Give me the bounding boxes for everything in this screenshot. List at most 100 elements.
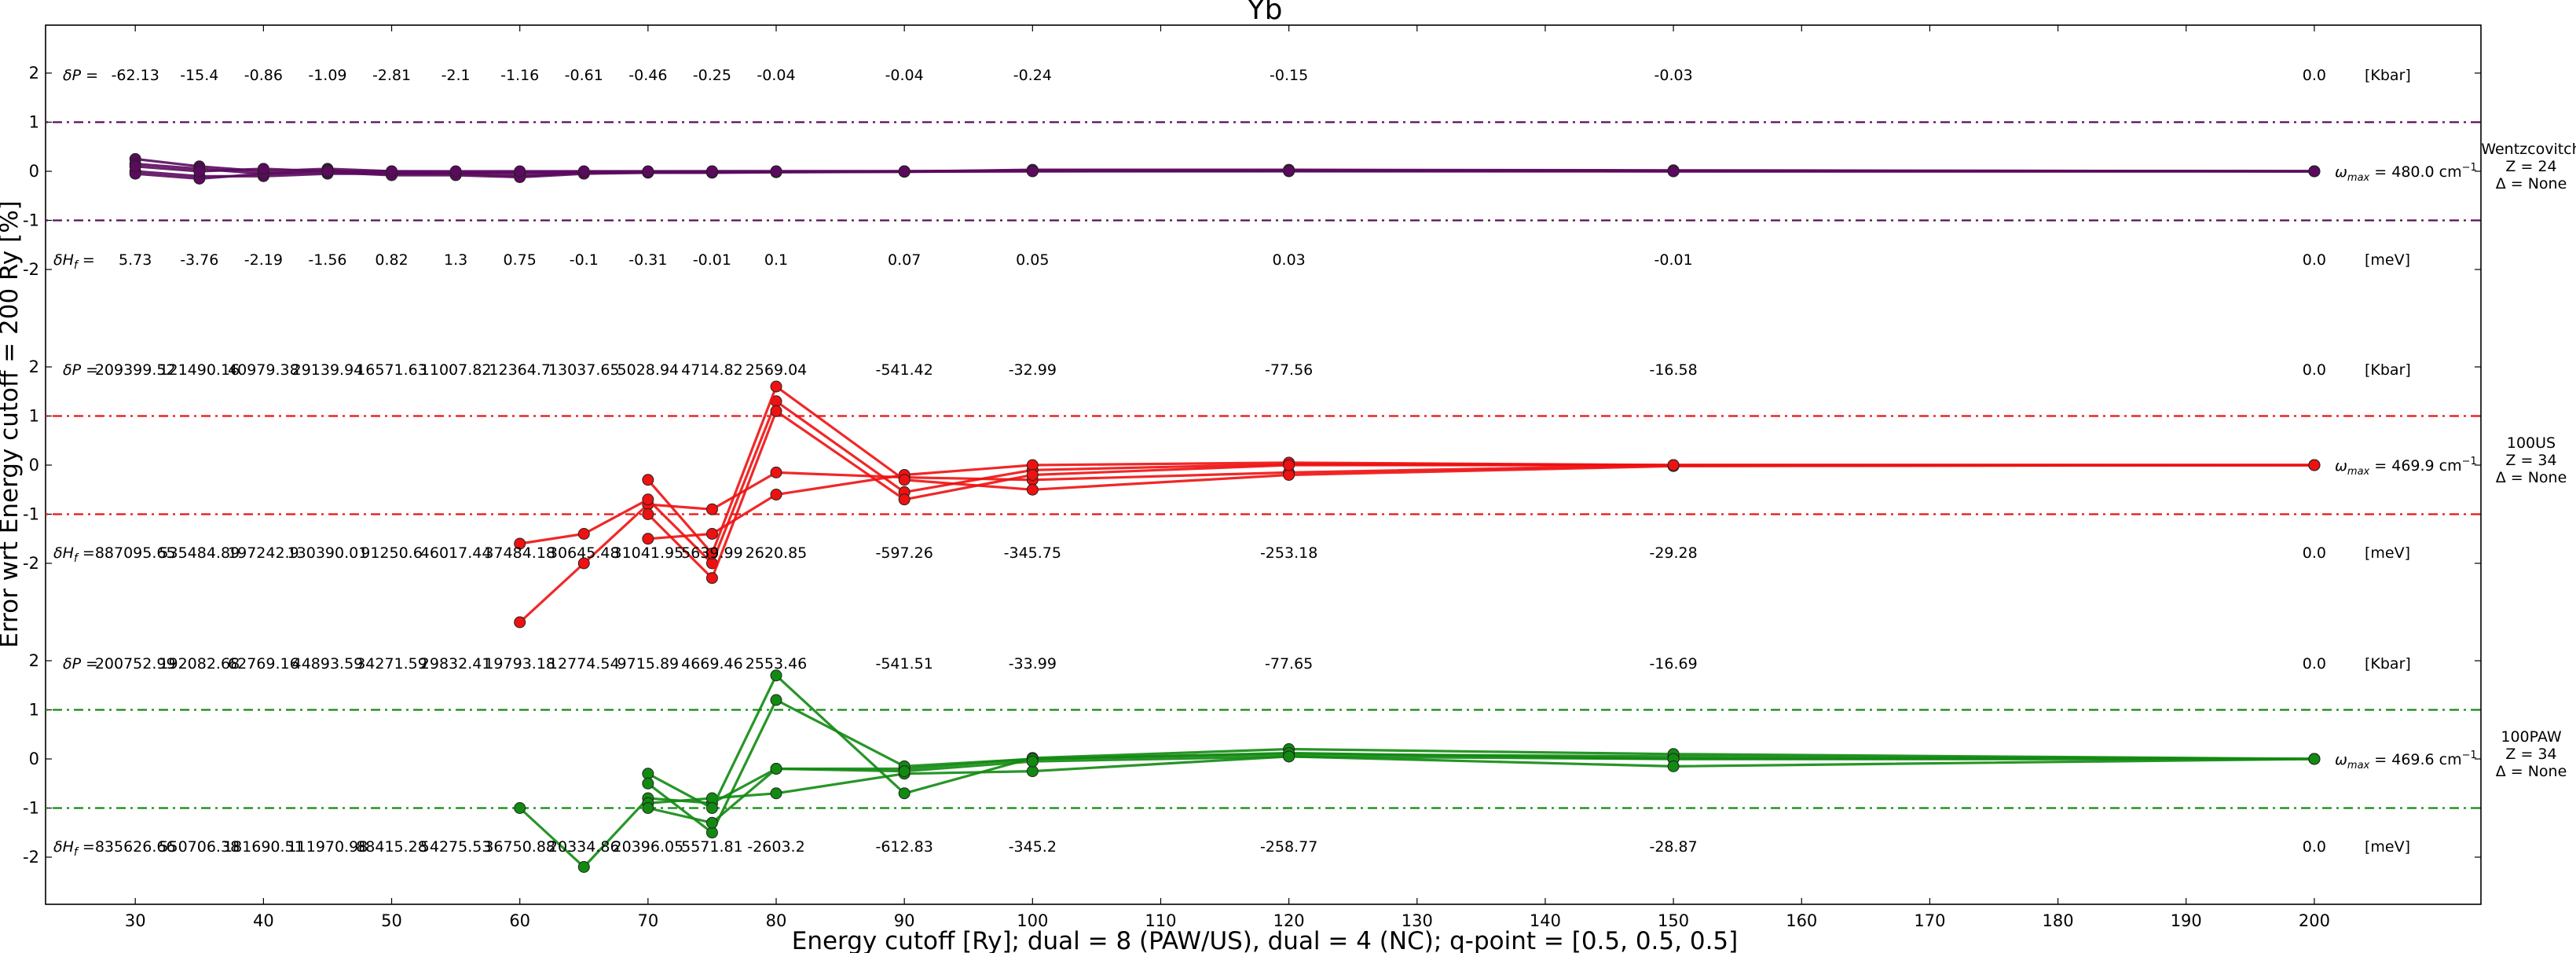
- dP-unit: [Kbar]: [2365, 67, 2411, 84]
- dH-value: 0.05: [1016, 251, 1049, 269]
- dH-value: -0.31: [628, 251, 667, 269]
- data-point: [770, 763, 782, 775]
- x-tick-label: 40: [253, 911, 274, 930]
- dP-value: -62.13: [112, 67, 159, 84]
- x-tick-label: 70: [637, 911, 658, 930]
- data-point: [770, 405, 782, 417]
- x-tick-label: 180: [2043, 911, 2074, 930]
- data-point: [577, 165, 590, 178]
- x-axis-label: Energy cutoff [Ry]; dual = 8 (PAW/US), d…: [792, 927, 1739, 953]
- dP-row-0: δP = -62.13 -15.4 -0.86 -1.09 -2.81 -2.1 -1.16 -…: [63, 67, 2411, 84]
- dH-label: δHf =: [53, 838, 95, 859]
- data-point: [386, 165, 398, 178]
- data-point: [770, 466, 782, 478]
- x-tick-label: 100: [1017, 911, 1048, 930]
- dP-value: -32.99: [1009, 361, 1057, 379]
- y-tick-label: 2: [29, 651, 39, 670]
- dH-value: 37484.18: [484, 544, 555, 562]
- dP-value: 4669.46: [681, 655, 743, 673]
- y-tick-label: -1: [23, 799, 39, 818]
- dP-value: -2.81: [372, 67, 411, 84]
- dP-label: δP =: [63, 655, 98, 673]
- dP-value: 13037.65: [548, 361, 620, 379]
- dP-label: δP =: [63, 67, 98, 84]
- data-point: [642, 165, 654, 178]
- dP-value: 29832.41: [420, 655, 492, 673]
- dP-unit: [Kbar]: [2365, 361, 2411, 379]
- dH-value: 0.03: [1272, 251, 1305, 269]
- dP-value: -1.09: [308, 67, 346, 84]
- x-tick-label: 110: [1145, 911, 1176, 930]
- dH-value: 20334.86: [548, 838, 620, 856]
- panel-side-label: Δ = None: [2496, 469, 2567, 486]
- x-tick-label: 170: [1914, 911, 1945, 930]
- y-tick-label: 2: [29, 64, 39, 82]
- y-tick-label: -2: [23, 554, 39, 573]
- y-tick-label: 1: [29, 113, 39, 132]
- dH-value: -597.26: [875, 544, 933, 562]
- dP-value: -0.24: [1013, 67, 1052, 84]
- dH-value: -0.01: [693, 251, 731, 269]
- data-point: [642, 508, 654, 520]
- dP-value: 12774.54: [548, 655, 620, 673]
- data-point: [898, 787, 911, 800]
- dP-value: 5028.94: [617, 361, 680, 379]
- panel-side-label: 100US: [2507, 434, 2556, 452]
- dH-value: 550706.38: [159, 838, 240, 856]
- dP-unit: [Kbar]: [2365, 655, 2411, 673]
- dH-value: -2603.2: [747, 838, 804, 856]
- panel-side-label: Wentzcovitch: [2481, 141, 2576, 158]
- x-tick-label: 50: [381, 911, 402, 930]
- dH-value: 5.73: [119, 251, 152, 269]
- data-point: [642, 802, 654, 814]
- dH-value: 0.82: [375, 251, 408, 269]
- dH-value: -345.75: [1004, 544, 1061, 562]
- x-tick-label: 140: [1530, 911, 1561, 930]
- y-tick-label: 0: [29, 750, 39, 768]
- y-tick-label: -2: [23, 260, 39, 279]
- dH-value: 5639.99: [681, 544, 743, 562]
- dP-value: 192082.68: [159, 655, 240, 673]
- data-point: [705, 827, 718, 839]
- dP-label: δP =: [63, 361, 98, 379]
- dH-unit: [meV]: [2365, 544, 2410, 562]
- series-line: [647, 698, 2314, 835]
- dH-value: 88415.28: [356, 838, 427, 856]
- data-point: [770, 165, 782, 178]
- x-tick-label: 190: [2171, 911, 2202, 930]
- dP-value: -33.99: [1009, 655, 1057, 673]
- data-point: [642, 777, 654, 790]
- data-point: [770, 380, 782, 393]
- x-tick-label: 90: [894, 911, 915, 930]
- dH-value: 130390.01: [288, 544, 368, 562]
- plot-area: 30 40 50 60 70 80 90 100 110 120 130 140 150 160 170 18…: [23, 24, 2576, 930]
- series-line: [519, 399, 2314, 566]
- data-point: [577, 528, 590, 540]
- data-point: [514, 616, 526, 629]
- y-axis-label: Error wrt Energy cutoff = 200 Ry [%]: [0, 200, 24, 647]
- dH-unit: [meV]: [2365, 251, 2410, 269]
- dH-value: 0.07: [888, 251, 921, 269]
- dH-value: 0.0: [2303, 251, 2326, 269]
- series-line: [647, 755, 2314, 825]
- y-tick-label: 1: [29, 701, 39, 720]
- data-point: [514, 165, 526, 178]
- data-point: [2308, 753, 2321, 765]
- data-point: [642, 533, 654, 545]
- data-point: [129, 160, 141, 173]
- omega-max-label: ωmax = 469.9 cm−1: [2335, 456, 2477, 478]
- dH-value: 2620.85: [746, 544, 808, 562]
- data-point: [193, 165, 206, 178]
- data-point: [1667, 165, 1680, 178]
- y-tick-label: -1: [23, 211, 39, 230]
- dH-value: 535484.89: [159, 544, 240, 562]
- dH-row-2: δHf = 835626.66550706.38181690.51111970.9…: [53, 838, 2410, 859]
- data-point: [1026, 469, 1039, 481]
- dP-value: -0.46: [628, 67, 667, 84]
- dP-value: 44893.59: [292, 655, 364, 673]
- panel-side-label: 100PAW: [2501, 728, 2561, 746]
- x-tick-label: 130: [1402, 911, 1433, 930]
- data-point: [705, 548, 718, 559]
- dH-value: 111970.98: [288, 838, 368, 856]
